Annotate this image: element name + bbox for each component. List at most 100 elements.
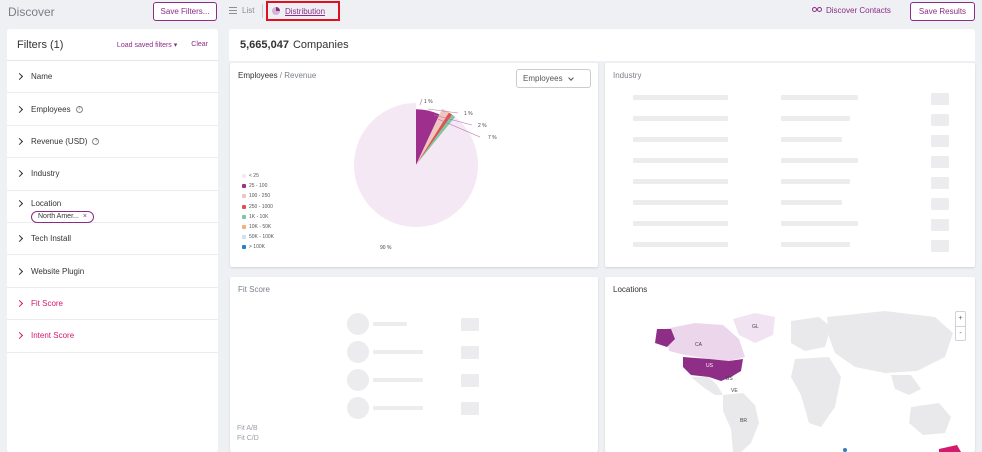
chevron-right-icon (15, 105, 24, 113)
filter-name[interactable]: Name (7, 61, 218, 94)
pie-data-label: 7 % (488, 135, 497, 141)
skeleton-bar (373, 350, 423, 354)
skeleton-bar (633, 221, 728, 226)
industry-card: Industry (605, 63, 975, 267)
tab-list[interactable]: List (229, 6, 254, 15)
skeleton-bar (633, 158, 728, 163)
revenue-toggle[interactable]: Revenue (284, 71, 317, 80)
pie-leader-line (419, 98, 423, 106)
pie-leader-line (427, 108, 459, 114)
companies-count: 5,665,047 (240, 39, 289, 51)
skeleton-bar (373, 378, 423, 382)
filter-fit-score[interactable]: Fit Score (7, 288, 218, 321)
pie-data-label: 1 % (424, 99, 433, 105)
map-region-alaska (655, 329, 675, 347)
skeleton-circle (347, 397, 369, 419)
map-label-bs: BS (726, 376, 733, 382)
help-icon[interactable]: ? (75, 105, 83, 113)
map-region-africa (791, 357, 841, 427)
skeleton-bar (931, 219, 949, 231)
map-label-ve: VE (731, 388, 738, 394)
employees-select[interactable]: Employees (516, 69, 591, 88)
legend-item[interactable]: < 25 (242, 171, 274, 181)
pie-data-label: 90 % (380, 245, 392, 251)
close-icon[interactable]: × (82, 213, 87, 221)
legend-swatch (242, 174, 246, 179)
skeleton-box (461, 318, 479, 331)
legend-item[interactable]: 100 - 250 (242, 191, 274, 201)
fit-legend: Fit A/B Fit C/D (237, 425, 259, 442)
legend-swatch (242, 214, 246, 219)
chevron-right-icon (15, 332, 24, 340)
skeleton-bar (633, 200, 728, 205)
skeleton-bar (781, 158, 858, 163)
save-results-button[interactable]: Save Results (910, 2, 975, 21)
zoom-out-button[interactable]: - (959, 329, 962, 337)
save-filters-button[interactable]: Save Filters... (153, 2, 217, 21)
pie-slice[interactable] (416, 109, 440, 165)
legend-swatch (242, 225, 246, 230)
map-region-usa (683, 357, 743, 381)
filter-tech-install[interactable]: Tech Install (7, 223, 218, 256)
legend-item[interactable]: 25 - 100 (242, 181, 274, 191)
map-label-br: BR (740, 418, 747, 424)
chevron-right-icon (15, 267, 24, 275)
chevron-down-icon: ▾ (173, 41, 178, 49)
load-saved-filters-dropdown[interactable]: Load saved filters ▾ (116, 41, 178, 49)
filter-intent-score[interactable]: Intent Score (7, 320, 218, 353)
pie-data-label: 2 % (478, 123, 487, 129)
filter-revenue[interactable]: Revenue (USD)? (7, 126, 218, 159)
chevron-right-icon (15, 137, 24, 146)
filter-website-plugin[interactable]: Website Plugin (7, 255, 218, 288)
map-label-us: US (706, 363, 713, 369)
legend-item[interactable]: > 100K (242, 242, 274, 252)
pie-legend: < 25 25 - 100 100 - 250 250 - 1000 1K - 10K 1… (242, 171, 274, 253)
filter-industry[interactable]: Industry (7, 158, 218, 191)
skeleton-bar (373, 406, 423, 410)
filter-employees[interactable]: Employees? (7, 93, 218, 126)
chevron-right-icon (15, 199, 24, 207)
skeleton-bar (633, 95, 728, 100)
pie-slice[interactable] (416, 114, 456, 165)
clear-filters-button[interactable]: Clear (191, 41, 208, 48)
filters-panel: Filters (1) Load saved filters ▾ Clear N… (7, 29, 218, 452)
skeleton-bar (931, 198, 949, 210)
skeleton-circle (347, 369, 369, 391)
pie-slice[interactable] (416, 108, 449, 165)
discover-contacts-link[interactable]: Discover Contacts (812, 6, 891, 15)
skeleton-bar (633, 242, 728, 247)
world-map (655, 311, 961, 452)
chevron-right-icon (15, 299, 24, 307)
skeleton-bar (633, 116, 728, 121)
location-chip[interactable]: North Amer... × (31, 210, 94, 223)
pie-slice[interactable] (416, 112, 453, 165)
filters-header: Filters (1) Load saved filters ▾ Clear (7, 29, 218, 61)
tab-distribution[interactable]: Distribution (266, 1, 340, 21)
skeleton-bar (781, 221, 858, 226)
map-region-antarctica (939, 445, 961, 452)
legend-swatch (242, 204, 246, 209)
companies-label: Companies (292, 39, 349, 51)
pie-chart-icon (272, 7, 280, 15)
legend-item[interactable]: 250 - 1000 (242, 202, 274, 212)
map-region-south-america (723, 393, 759, 452)
discover-contacts-label: Discover Contacts (826, 6, 891, 15)
fit-score-card: Fit Score Fit A/B Fit C/D (230, 277, 598, 452)
page-title: Discover (8, 5, 55, 19)
zoom-in-button[interactable]: + (956, 312, 965, 327)
legend-swatch (242, 184, 246, 189)
skeleton-bar (931, 93, 949, 105)
legend-item[interactable]: 50K - 100K (242, 232, 274, 242)
skeleton-box (461, 374, 479, 387)
map-region-asia (827, 311, 953, 373)
filter-location[interactable]: Location North Amer... × (7, 191, 218, 223)
legend-item[interactable]: 1K - 10K (242, 212, 274, 222)
legend-swatch (242, 245, 246, 250)
legend-item[interactable]: 10K - 50K (242, 222, 274, 232)
skeleton-bar (633, 137, 728, 142)
help-icon[interactable]: ? (92, 137, 100, 145)
pie-slice[interactable] (354, 103, 478, 227)
chevron-right-icon (15, 170, 24, 178)
map-region-se-asia (891, 375, 921, 395)
employees-card: Employees / Revenue Employees 90 % 7 % 2 %… (230, 63, 598, 267)
